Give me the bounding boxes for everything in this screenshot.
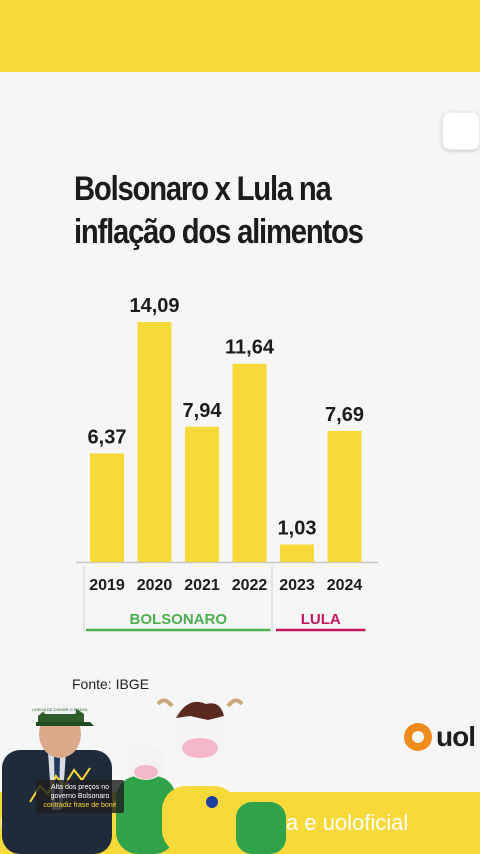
bar-2022 [232,363,267,562]
x-tick-2019: 2019 [89,577,125,594]
chart-title: Bolsonaro x Lula na inflação dos aliment… [74,170,364,251]
cap-brim [36,722,94,726]
cap-badge [44,704,76,714]
bar-2024 [327,431,362,562]
big-cow-horns [156,698,244,708]
x-tick-2024: 2024 [327,577,363,594]
x-tick-2020: 2020 [137,577,173,594]
data-label-2020: 14,09 [129,295,179,317]
big-cow-shirt [162,786,238,854]
sticker-caption-line1: Alta dos preços no [51,784,109,791]
cap-badge-text: CHEGA DE DIVIDIR O BRASIL [32,707,89,712]
x-tick-2023: 2023 [279,577,315,594]
big-cow-spots [176,701,224,720]
x-tick-2022: 2022 [232,577,268,594]
data-label-2021: 7,94 [183,400,223,422]
data-label-2022: 11,64 [225,337,275,359]
small-cow-body [116,776,176,854]
bar-2019 [90,453,124,562]
brazil-crest-icon [206,796,218,808]
uol-logo-icon [404,723,432,751]
sticker-caption: Alta dos preços no governo Bolsonaro con… [36,780,124,813]
bar-2020 [137,322,172,562]
x-tick-2021: 2021 [184,577,220,594]
sticker-caption-line3: contradiz frase de boné [43,802,117,809]
small-cow-snout [134,765,158,779]
data-label-2019: 6,37 [88,426,127,448]
uol-logo[interactable]: uol [404,721,476,752]
source-label: Fonte: IBGE [72,676,150,692]
cartoon-sticker-illustration: CHEGA DE DIVIDIR O BRASIL [2,696,286,854]
group-label-bolsonaro: BOLSONARO [130,611,228,628]
uol-logo-text: uol [436,721,476,752]
data-label-2023: 1,03 [278,517,317,539]
sticker-caption-line2: governo Bolsonaro [50,793,110,800]
bar-2021 [185,426,219,562]
caption-right-text: a e uoloficial [286,810,409,835]
big-cow-snout [182,738,218,758]
bar-2023 [280,544,314,562]
third-cow-body [236,802,286,854]
group-label-lula: LULA [301,611,341,628]
data-label-2024: 7,69 [325,404,364,426]
top-yellow-band [0,0,480,72]
corner-square-button[interactable] [442,112,480,150]
